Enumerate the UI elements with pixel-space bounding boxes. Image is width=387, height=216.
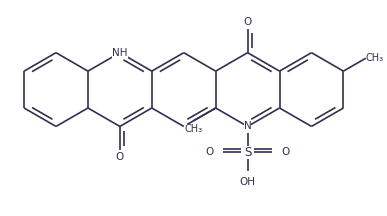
Text: O: O [281, 147, 290, 157]
Text: OH: OH [240, 178, 255, 187]
Text: N: N [244, 121, 252, 132]
Text: O: O [243, 17, 252, 27]
Text: CH₃: CH₃ [366, 53, 384, 63]
Text: O: O [205, 147, 214, 157]
Text: O: O [116, 152, 124, 162]
Text: NH: NH [112, 48, 128, 58]
Text: CH₃: CH₃ [184, 124, 202, 134]
Text: S: S [244, 146, 251, 159]
